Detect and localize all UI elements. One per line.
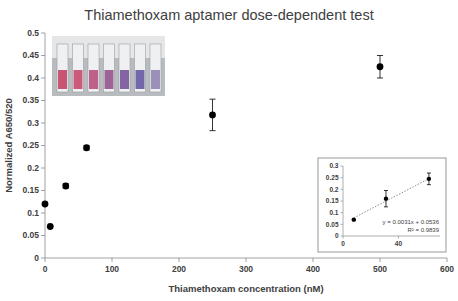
x-tick-label: 40 bbox=[395, 240, 403, 247]
y-tick bbox=[41, 190, 45, 191]
y-tick-label: 0.2 bbox=[27, 163, 39, 173]
data-point bbox=[377, 63, 384, 70]
data-point bbox=[42, 201, 49, 208]
x-tick-label: 400 bbox=[306, 264, 320, 274]
y-tick bbox=[341, 224, 344, 225]
y-tick bbox=[41, 168, 45, 169]
y-tick bbox=[41, 145, 45, 146]
cuvette-liquid bbox=[136, 70, 145, 89]
cuvette-liquid bbox=[151, 70, 160, 89]
cuvette bbox=[73, 44, 84, 92]
main-chart: 010020030040050060000.050.10.150.20.250.… bbox=[3, 7, 454, 294]
inset-chart: 0 40 0 0.05 0.1 0.15 0.2 0.25 0.3 y = 0.0031x + 0… bbox=[318, 158, 446, 252]
error-bar bbox=[427, 173, 431, 185]
inset-frame bbox=[318, 158, 446, 252]
y-tick-label: 0.35 bbox=[22, 95, 39, 105]
cuvette-liquid bbox=[120, 70, 129, 89]
data-point bbox=[384, 196, 388, 200]
cuvette bbox=[104, 44, 115, 92]
data-point bbox=[352, 217, 356, 221]
y-tick bbox=[341, 189, 344, 190]
marks bbox=[352, 173, 432, 222]
marks bbox=[42, 56, 384, 230]
cuvette bbox=[57, 44, 68, 92]
y-tick-label: 0.5 bbox=[27, 28, 39, 38]
y-tick-label: 0.15 bbox=[326, 197, 339, 204]
x-tick bbox=[246, 258, 247, 262]
y-tick-label: 0.45 bbox=[22, 50, 39, 60]
chart-title: Thiamethoxam aptamer dose-dependent test bbox=[84, 7, 373, 23]
y-tick-label: 0.1 bbox=[27, 208, 39, 218]
data-point bbox=[47, 223, 54, 230]
y-tick-label: 0.05 bbox=[326, 221, 339, 228]
x-tick bbox=[380, 258, 381, 262]
y-tick-label: 0 bbox=[335, 232, 339, 239]
photo-inset bbox=[52, 36, 165, 96]
background bbox=[0, 0, 458, 301]
y-tick-label: 0.1 bbox=[329, 209, 338, 216]
data-point bbox=[83, 144, 90, 151]
cuvette bbox=[135, 44, 146, 92]
data-point bbox=[427, 177, 431, 181]
cuvette bbox=[150, 44, 161, 92]
y-tick bbox=[41, 235, 45, 236]
cuvette bbox=[88, 44, 99, 92]
x-tick-label: 0 bbox=[43, 264, 48, 274]
y-tick-label: 0.3 bbox=[329, 162, 338, 169]
error-bar bbox=[377, 56, 383, 79]
x-tick bbox=[45, 258, 46, 262]
x-tick-label: 100 bbox=[105, 264, 119, 274]
y-tick bbox=[341, 166, 344, 167]
y-tick bbox=[41, 55, 45, 56]
x-axis bbox=[343, 236, 440, 237]
x-tick bbox=[313, 258, 314, 262]
y-tick-label: 0.25 bbox=[326, 174, 339, 181]
x-tick bbox=[179, 258, 180, 262]
trendline bbox=[354, 179, 429, 218]
y-tick-label: 0.05 bbox=[22, 230, 39, 240]
y-axis-label: Normalized A650/520 bbox=[3, 98, 14, 193]
x-axis-label: Thiamethoxam concentration (nM) bbox=[168, 283, 323, 294]
y-tick bbox=[41, 258, 45, 259]
x-tick-label: 0 bbox=[341, 240, 345, 247]
y-tick bbox=[41, 78, 45, 79]
y-tick bbox=[41, 33, 45, 34]
annotation: R² = 0.9839 bbox=[407, 227, 439, 233]
data-point bbox=[209, 112, 216, 119]
y-tick bbox=[41, 213, 45, 214]
cuvette-liquid bbox=[58, 70, 67, 89]
chart-root: 010020030040050060000.050.10.150.20.250.… bbox=[0, 0, 458, 301]
cuvette-liquid bbox=[89, 70, 98, 89]
y-tick-label: 0.4 bbox=[27, 73, 39, 83]
y-tick bbox=[41, 123, 45, 124]
y-tick bbox=[341, 236, 344, 237]
y-tick-label: 0.15 bbox=[22, 185, 39, 195]
x-tick-label: 200 bbox=[172, 264, 186, 274]
x-tick bbox=[112, 258, 113, 262]
error-bar bbox=[384, 191, 388, 207]
y-tick bbox=[341, 177, 344, 178]
annotation: y = 0.0031x + 0.0536 bbox=[383, 219, 440, 225]
y-tick bbox=[341, 201, 344, 202]
x-tick-label: 500 bbox=[373, 264, 387, 274]
cuvette-liquid bbox=[74, 70, 83, 89]
error-bar bbox=[209, 99, 215, 130]
y-tick-label: 0 bbox=[34, 253, 39, 263]
x-tick bbox=[398, 236, 399, 239]
y-tick-label: 0.25 bbox=[22, 140, 39, 150]
x-tick-label: 600 bbox=[440, 264, 454, 274]
cuvette-liquid bbox=[105, 70, 114, 89]
y-tick-label: 0.2 bbox=[329, 186, 338, 193]
y-tick bbox=[41, 100, 45, 101]
y-tick bbox=[341, 212, 344, 213]
y-tick-label: 0.3 bbox=[27, 118, 39, 128]
photo-background bbox=[52, 36, 165, 96]
cuvette bbox=[119, 44, 130, 92]
data-point bbox=[62, 183, 69, 190]
x-tick-label: 300 bbox=[239, 264, 253, 274]
x-tick bbox=[447, 258, 448, 262]
